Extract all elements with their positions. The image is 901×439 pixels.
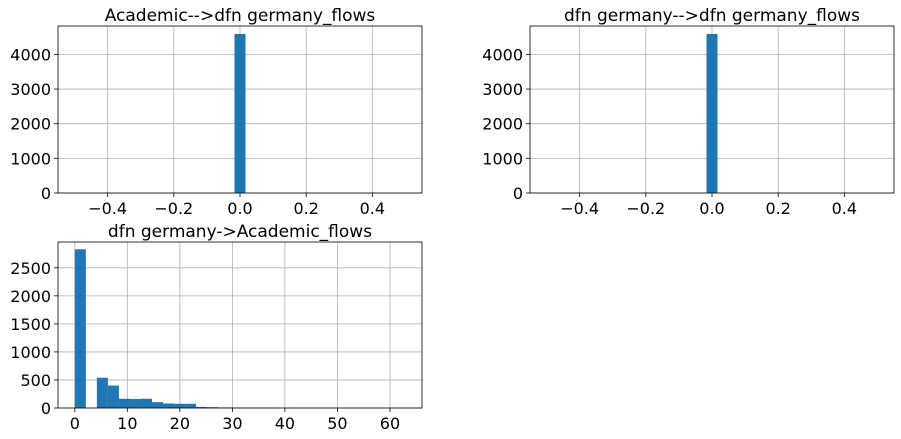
y-tick-label: 1000: [10, 343, 51, 362]
y-tick-label: 1000: [10, 149, 51, 168]
chart-title: dfn germany-->dfn germany_flows: [564, 6, 860, 26]
plot-area: [58, 242, 422, 408]
y-tick-label: 4000: [482, 45, 523, 64]
x-tick-label: 0.4: [360, 199, 385, 218]
chart-title: Academic-->dfn germany_flows: [105, 6, 376, 26]
x-tick-label: 60: [380, 414, 400, 433]
y-tick-label: 4000: [10, 45, 51, 64]
y-tick-label: 3000: [10, 80, 51, 99]
histogram-bar: [234, 33, 246, 194]
histogram-bar: [152, 402, 164, 408]
y-tick-label: 1000: [482, 149, 523, 168]
histogram-bar: [96, 377, 108, 408]
histogram-bar: [196, 406, 208, 408]
histogram-bar: [706, 33, 718, 194]
x-tick-label: 10: [117, 414, 137, 433]
histogram-bar: [129, 399, 141, 408]
x-tick-label: 0: [70, 414, 80, 433]
histogram-bar: [74, 249, 86, 408]
histogram-bar: [163, 403, 175, 408]
x-tick-label: 50: [327, 414, 347, 433]
histogram-panel-1: −0.4 −0.2 0.0 0.2 0.4 0 1000 2000 3000 4000 Academ…: [10, 6, 423, 218]
histogram-panel-2: −0.4 −0.2 0.0 0.2 0.4 0 1000 2000 3000 4000 dfn ge…: [482, 6, 895, 218]
x-tick-label: 20: [170, 414, 190, 433]
x-tick-label: 40: [275, 414, 295, 433]
x-tick-label: 0.0: [699, 199, 724, 218]
x-tick-label: 0.2: [765, 199, 790, 218]
y-tick-label: 0: [513, 184, 523, 203]
y-tick-label: 2000: [482, 115, 523, 134]
histogram-bar: [207, 407, 219, 408]
histogram-bar: [174, 403, 186, 408]
x-tick-label: −0.2: [626, 199, 665, 218]
y-tick-label: 1500: [10, 315, 51, 334]
histogram-panel-3: 0 10 20 30 40 50 60 0 500 1000 1500 2000 2500 dfn ger…: [10, 222, 423, 433]
histogram-bar: [118, 398, 130, 408]
y-tick-label: 0: [41, 399, 51, 418]
y-tick-label: 0: [41, 184, 51, 203]
y-tick-label: 2500: [10, 259, 51, 278]
x-tick-label: −0.4: [560, 199, 599, 218]
histogram-bar: [185, 403, 197, 408]
x-tick-label: 0.4: [832, 199, 857, 218]
axes-frame: [57, 241, 423, 409]
x-tick-label: 0.0: [227, 199, 252, 218]
y-tick-label: 500: [20, 371, 51, 390]
y-tick-label: 2000: [10, 115, 51, 134]
x-tick-label: 0.2: [293, 199, 318, 218]
chart-title: dfn germany->Academic_flows: [108, 222, 372, 242]
x-tick-label: −0.2: [154, 199, 193, 218]
histogram-bar: [140, 398, 153, 408]
x-tick-label: −0.4: [88, 199, 127, 218]
x-tick-label: 30: [222, 414, 242, 433]
histogram-bar: [107, 385, 119, 408]
y-tick-label: 2000: [10, 287, 51, 306]
y-tick-label: 3000: [482, 80, 523, 99]
